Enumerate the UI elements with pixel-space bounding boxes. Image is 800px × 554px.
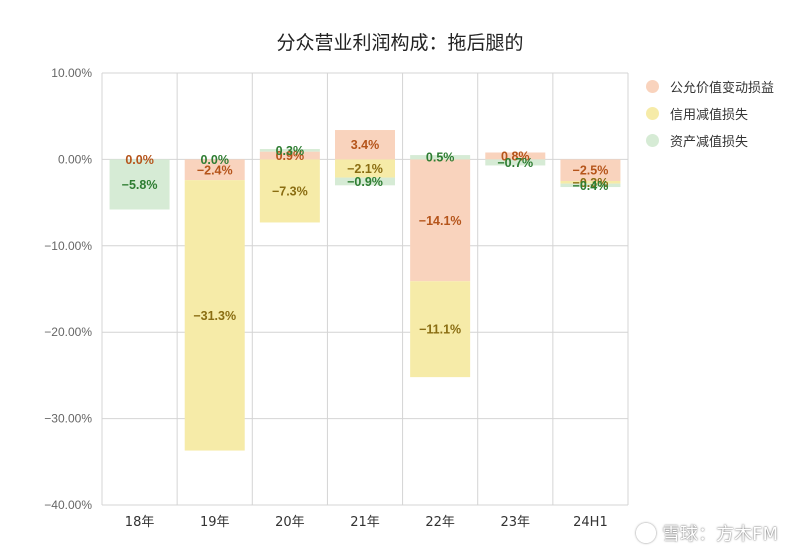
x-tick-label: 22年: [425, 515, 455, 530]
data-label: −0.9%: [347, 175, 383, 189]
y-tick-label: 10.00%: [51, 66, 92, 80]
data-label: 0.0%: [200, 153, 229, 167]
legend-item-fair-value[interactable]: 公允价值变动损益: [646, 76, 774, 96]
data-label: 0.8%: [501, 149, 530, 163]
bar-segment[interactable]: [184, 159, 245, 181]
bar-segment[interactable]: [485, 152, 546, 160]
y-tick-label: −20.00%: [44, 325, 92, 339]
bar-segment[interactable]: [335, 177, 395, 186]
bar-segment[interactable]: [109, 159, 170, 210]
bar-segment[interactable]: [560, 181, 621, 184]
bar-segment[interactable]: [335, 130, 395, 160]
data-label: −14.1%: [419, 214, 462, 228]
data-label: −2.5%: [573, 164, 609, 178]
watermark: 雪球：方木FM: [636, 520, 778, 546]
y-tick-label: −10.00%: [44, 239, 92, 253]
data-label: −11.1%: [419, 323, 461, 337]
legend-label-credit-impairment: 信用减值损失: [670, 107, 749, 123]
data-label: 3.4%: [351, 138, 380, 152]
data-label: −0.7%: [497, 156, 533, 170]
x-tick-label: 18年: [125, 515, 155, 530]
data-label: −5.8%: [122, 178, 158, 192]
data-label: −2.1%: [347, 162, 383, 176]
chart-title: 分众营业利润构成：拖后腿的: [276, 32, 524, 54]
bar-segment[interactable]: [410, 159, 471, 282]
data-label: 0.3%: [276, 144, 305, 158]
legend-label-asset-impairment: 资产减值损失: [670, 134, 749, 150]
x-tick-label: 19年: [200, 515, 230, 530]
bar-segment[interactable]: [184, 180, 245, 451]
data-label: −0.3%: [573, 176, 609, 190]
x-tick-label: 20年: [275, 515, 305, 530]
bar-segment[interactable]: [259, 159, 320, 223]
legend-item-credit-impairment[interactable]: 信用减值损失: [646, 103, 774, 123]
data-label: −0.4%: [573, 179, 609, 193]
chart-legend: 公允价值变动损益 信用减值损失 资产减值损失: [646, 76, 774, 157]
legend-label-fair-value: 公允价值变动损益: [670, 80, 775, 96]
watermark-text: 雪球：方木FM: [662, 524, 778, 545]
snowball-logo-icon: [636, 523, 657, 543]
y-tick-label: 0.00%: [58, 152, 92, 166]
y-tick-label: −40.00%: [44, 498, 92, 512]
data-label: 0.9%: [276, 149, 305, 163]
x-tick-label: 23年: [501, 515, 531, 530]
bar-segment[interactable]: [485, 159, 546, 166]
data-label: −31.3%: [193, 309, 236, 323]
bar-segment[interactable]: [560, 159, 621, 181]
bar-segment[interactable]: [259, 151, 320, 160]
legend-swatch-credit-impairment: [646, 106, 659, 120]
bar-segment[interactable]: [560, 183, 621, 188]
legend-item-asset-impairment[interactable]: 资产减值损失: [646, 130, 774, 150]
bar-segment[interactable]: [335, 159, 395, 178]
legend-swatch-fair-value: [646, 79, 659, 93]
y-tick-label: −30.00%: [44, 412, 92, 426]
legend-swatch-asset-impairment: [646, 133, 659, 147]
data-label: 0.5%: [426, 151, 455, 165]
data-label: 0.0%: [125, 153, 154, 167]
x-tick-label: 21年: [350, 515, 380, 530]
x-tick-label: 24H1: [573, 515, 608, 530]
bar-segment[interactable]: [410, 281, 471, 378]
bar-segment[interactable]: [410, 155, 471, 160]
bar-segment[interactable]: [259, 149, 320, 152]
data-label: −7.3%: [272, 184, 308, 198]
data-label: −2.4%: [197, 163, 233, 177]
